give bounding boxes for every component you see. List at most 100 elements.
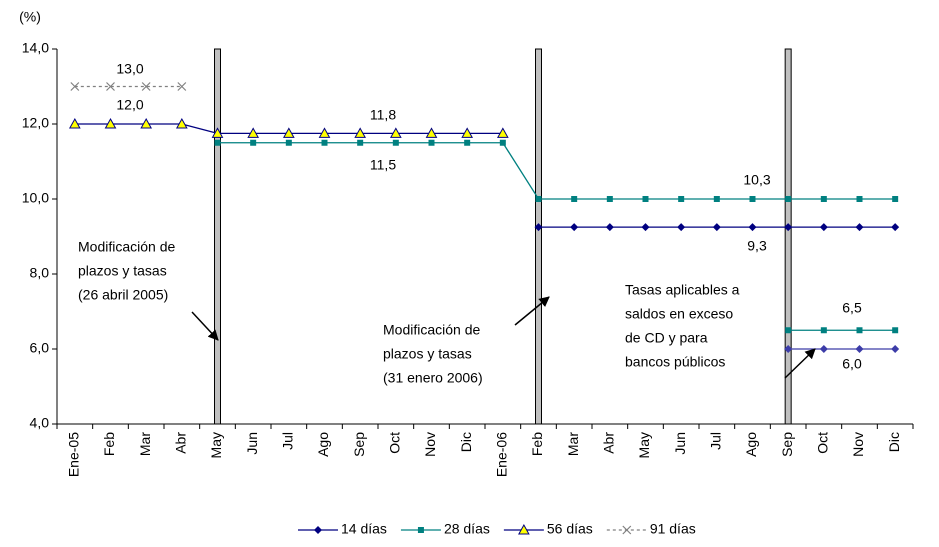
point	[68, 117, 81, 129]
annotation: 13,0	[116, 61, 143, 77]
point	[425, 127, 438, 138]
point	[211, 127, 224, 138]
legend-label: 28 días	[444, 521, 490, 537]
point	[748, 223, 757, 232]
x-tick-label: Jul	[280, 432, 296, 450]
x-tick-label: Ene-06	[494, 432, 510, 477]
x-tick-label: Jun	[244, 432, 260, 455]
point	[534, 223, 543, 232]
point	[820, 196, 827, 202]
point	[678, 196, 685, 202]
point	[464, 139, 471, 146]
note-line: bancos públicos	[625, 354, 725, 370]
note-line: de CD y para	[625, 330, 708, 346]
point	[106, 82, 115, 91]
point	[855, 345, 864, 353]
note-line: plazos y tasas	[78, 263, 167, 279]
x-tick-label: Jun	[672, 432, 688, 455]
x-tick-label: Mar	[565, 432, 581, 456]
y-tick-label: 6,0	[30, 340, 50, 356]
point	[784, 345, 793, 353]
x-tick-label: Ago	[743, 432, 759, 457]
y-axis-label: (%)	[19, 9, 41, 25]
annotation: 12,0	[116, 97, 143, 113]
point	[461, 127, 474, 138]
point	[354, 127, 367, 138]
point	[713, 196, 720, 202]
point	[318, 127, 331, 138]
point	[428, 139, 435, 146]
point	[605, 223, 614, 232]
point	[855, 223, 864, 232]
annotation: 6,5	[842, 300, 862, 316]
point	[820, 327, 827, 334]
point	[282, 127, 295, 138]
x-tick-label: May	[208, 432, 224, 458]
point	[785, 327, 792, 334]
annotation: 11,8	[370, 107, 396, 123]
point	[892, 327, 899, 334]
event-bar	[784, 48, 792, 425]
y-tick-label: 10,0	[22, 190, 49, 206]
point	[535, 196, 542, 202]
point	[392, 139, 399, 146]
x-tick-label: Oct	[387, 432, 403, 454]
event-bar	[214, 48, 221, 425]
legend-marker	[314, 526, 322, 534]
point	[177, 82, 187, 91]
point	[606, 196, 613, 202]
point	[104, 117, 117, 129]
point	[389, 127, 402, 138]
point	[321, 139, 328, 146]
x-tick-label: Abr	[173, 432, 189, 454]
x-tick-label: Feb	[529, 432, 545, 456]
x-tick-label: Abr	[601, 432, 617, 454]
point	[70, 82, 80, 91]
point	[784, 223, 793, 232]
y-tick-label: 12,0	[22, 115, 49, 131]
legend-marker	[518, 523, 530, 535]
legend-label: 14 días	[341, 521, 387, 537]
legend-marker	[622, 525, 632, 535]
point	[175, 117, 188, 129]
note-line: Tasas aplicables a	[625, 282, 740, 298]
point	[285, 139, 292, 146]
note-arrow	[191, 311, 219, 341]
x-tick-label: Sep	[779, 432, 795, 457]
legend-label: 56 días	[547, 521, 593, 537]
point	[141, 82, 151, 91]
event-bar	[535, 48, 542, 425]
point	[570, 223, 579, 232]
note-line: Modificación de	[383, 322, 480, 338]
point	[642, 196, 649, 202]
x-tick-label: Oct	[815, 432, 831, 454]
x-tick-label: Jul	[708, 432, 724, 450]
x-tick-label: Ago	[315, 432, 331, 457]
point	[250, 139, 257, 146]
x-tick-label: May	[636, 432, 652, 458]
note-arrow	[514, 296, 550, 326]
legend-label: 91 días	[650, 521, 696, 537]
point	[677, 223, 686, 232]
note-line: (26 abril 2005)	[78, 287, 168, 303]
point	[785, 196, 792, 202]
series-line	[217, 142, 896, 200]
point	[892, 196, 899, 202]
y-tick-label: 14,0	[22, 40, 49, 56]
annotation: 6,0	[842, 356, 862, 372]
point	[496, 127, 509, 138]
point	[891, 223, 900, 232]
point	[214, 139, 221, 146]
x-tick-label: Dic	[886, 432, 902, 452]
note-line: saldos en exceso	[625, 306, 733, 322]
x-tick-label: Mar	[137, 432, 153, 456]
point	[247, 127, 260, 138]
point	[499, 139, 506, 146]
point	[641, 223, 650, 232]
point	[856, 327, 863, 334]
annotation: 10,3	[743, 172, 770, 188]
note-arrow	[784, 348, 816, 379]
y-tick-label: 8,0	[30, 265, 50, 281]
point	[819, 345, 828, 353]
